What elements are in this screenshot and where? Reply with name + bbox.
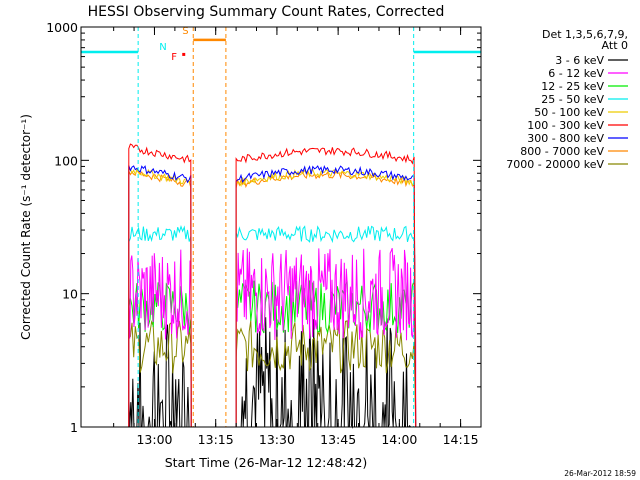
x-tick-label: 13:45 (320, 432, 356, 447)
series-layer (128, 143, 417, 429)
series-line (236, 317, 416, 429)
plot-frame (80, 26, 482, 428)
series-line (235, 248, 417, 427)
footer-date: 26-Mar-2012 18:59 (564, 469, 636, 478)
legend-header: Det 1,3,5,6,7,9, (542, 28, 628, 41)
x-tick-label: 13:00 (136, 432, 172, 447)
legend-label: 7000 - 20000 keV (506, 158, 604, 171)
y-axis-label: Corrected Count Rate (s⁻¹ detector⁻¹) (19, 114, 33, 340)
legend-label: 300 - 800 keV (527, 132, 604, 145)
series-line (235, 225, 417, 428)
legend-label: 100 - 300 keV (527, 119, 604, 132)
flag-layer: N S F (81, 26, 481, 427)
legend-label: 6 - 12 keV (548, 67, 604, 80)
saa-flag-label: S (182, 26, 188, 37)
x-tick-label: 13:30 (259, 432, 295, 447)
y-tick-label: 10 (62, 287, 78, 302)
legend-header: Att 0 (602, 39, 628, 52)
y-tick-label: 1000 (46, 20, 78, 35)
legend-label: 25 - 50 keV (541, 93, 604, 106)
legend-label: 50 - 100 keV (534, 106, 604, 119)
x-axis-label: Start Time (26-Mar-12 12:48:42) (165, 455, 368, 470)
chart-title: HESSI Observing Summary Count Rates, Cor… (88, 4, 445, 20)
series-line (235, 164, 417, 428)
x-tick-label: 14:00 (381, 432, 417, 447)
series-line (128, 168, 192, 428)
flare-flag-label: F (171, 52, 177, 63)
series-line (235, 169, 417, 428)
legend-label: 3 - 6 keV (555, 54, 604, 67)
legend-label: 800 - 7000 keV (520, 145, 604, 158)
y-tick-label: 100 (54, 153, 78, 168)
series-line (235, 168, 417, 428)
x-tick-label: 14:15 (443, 432, 479, 447)
legend-label: 12 - 25 keV (541, 80, 604, 93)
y-tick-label: 1 (70, 420, 78, 435)
flare-flag-mark (182, 52, 186, 56)
axis-layer: 13:00 13:15 13:30 13:45 14:00 14:15 1 10 100 1000 (46, 20, 481, 447)
night-flag-label: N (159, 42, 166, 53)
series-line (235, 320, 417, 428)
x-tick-label: 13:15 (198, 432, 234, 447)
series-line (128, 224, 192, 428)
series-line (235, 147, 417, 428)
